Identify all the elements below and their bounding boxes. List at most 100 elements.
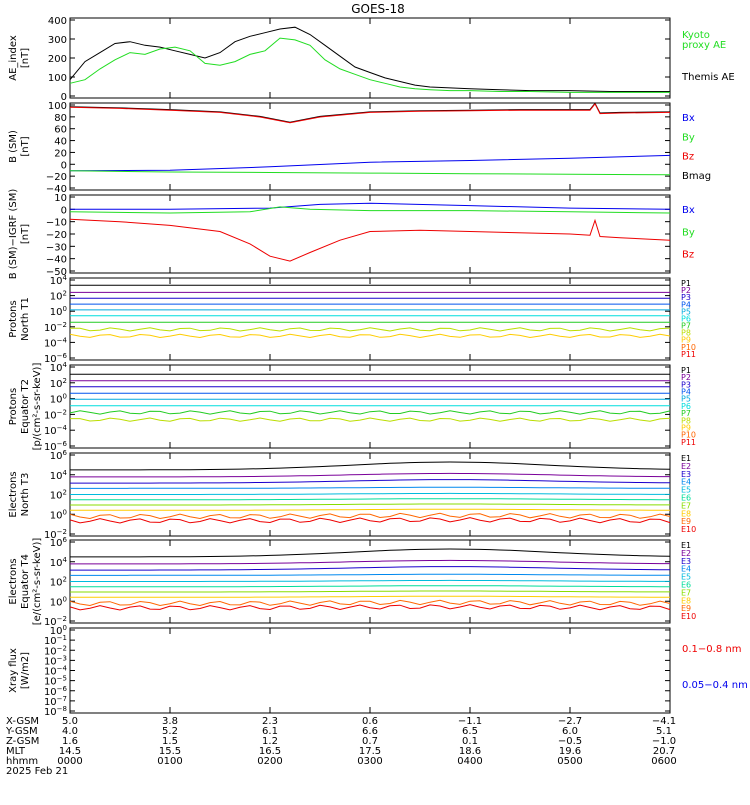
footer-value: 0600 bbox=[651, 756, 676, 767]
legend-item: P3 bbox=[681, 293, 691, 302]
series-line-level-8 bbox=[70, 327, 671, 332]
y-tick-label: 20 bbox=[54, 148, 67, 159]
panel-frame bbox=[69, 17, 671, 99]
y-tick-label: −20 bbox=[46, 230, 67, 241]
footer-value: 1.6 bbox=[62, 736, 78, 747]
legend-item: E6 bbox=[681, 494, 691, 503]
series-line-level-3 bbox=[70, 479, 671, 484]
y-tick-label: 102 bbox=[50, 489, 67, 502]
legend-item: P4 bbox=[681, 300, 691, 309]
y-tick-label: 400 bbox=[48, 16, 67, 27]
footer-value: −0.5 bbox=[558, 736, 582, 747]
footer-value: 16.5 bbox=[259, 746, 281, 757]
y-axis-label: North T1 bbox=[20, 297, 31, 341]
y-tick-label: 10−8 bbox=[44, 705, 67, 718]
y-tick-label: −10 bbox=[46, 218, 67, 229]
footer-value: 19.6 bbox=[559, 746, 581, 757]
footer-value: 4.0 bbox=[62, 726, 78, 737]
panel-frame bbox=[69, 277, 671, 361]
y-axis-label: [W/m2] bbox=[20, 652, 31, 689]
footer-value: 6.0 bbox=[562, 726, 578, 737]
footer-value: 2.3 bbox=[262, 716, 278, 727]
footer-value: 15.5 bbox=[159, 746, 181, 757]
y-tick-label: 0 bbox=[61, 160, 67, 171]
y-tick-label: 100 bbox=[50, 508, 67, 521]
series-line-themis-ae bbox=[69, 26, 670, 92]
y-axis-label: [p/(cm²-s-sr-keV)] bbox=[32, 363, 43, 451]
footer-value: 20.7 bbox=[653, 746, 675, 757]
footer-label: Z-GSM bbox=[6, 736, 39, 747]
series-line-level-1 bbox=[70, 548, 671, 558]
y-tick-label: 100 bbox=[50, 624, 67, 637]
series-line-level-6 bbox=[70, 498, 670, 501]
legend-item: P1 bbox=[681, 279, 691, 288]
footer-value: 5.0 bbox=[62, 716, 78, 727]
footer-value: 18.6 bbox=[459, 746, 481, 757]
footer-label: MLT bbox=[6, 746, 26, 757]
y-tick-label: −40 bbox=[46, 255, 67, 266]
footer-value: 0000 bbox=[57, 756, 82, 767]
y-tick-label: 300 bbox=[48, 35, 67, 46]
footer-value: 1.5 bbox=[162, 736, 178, 747]
legend-item: By bbox=[682, 132, 695, 143]
series-line-level-8 bbox=[70, 417, 671, 422]
y-tick-label: 10−1 bbox=[44, 634, 67, 647]
y-axis-label: [nT] bbox=[20, 48, 31, 68]
footer-value: 0500 bbox=[557, 756, 582, 767]
footer-label: X-GSM bbox=[6, 716, 39, 727]
y-tick-label: −30 bbox=[46, 242, 67, 253]
y-tick-label: −20 bbox=[46, 172, 67, 183]
series-line-level-7 bbox=[69, 410, 671, 415]
panel-frame bbox=[69, 627, 671, 714]
y-tick-label: −40 bbox=[46, 184, 67, 195]
y-tick-label: 10−6 bbox=[44, 440, 68, 453]
legend-item: E7 bbox=[681, 588, 691, 597]
panel-frame bbox=[69, 102, 671, 191]
y-axis-label: Electrons bbox=[8, 558, 19, 604]
legend-item: E8 bbox=[681, 509, 691, 518]
footer-value: 6.5 bbox=[462, 726, 478, 737]
legend-item: E2 bbox=[681, 549, 691, 558]
y-axis-label: Electrons bbox=[8, 471, 19, 517]
series-line-level-10 bbox=[69, 604, 671, 611]
series-line-by bbox=[69, 206, 671, 214]
legend-item: P6 bbox=[681, 402, 691, 411]
legend-item: P9 bbox=[681, 423, 691, 432]
series-line-level-8 bbox=[70, 508, 670, 511]
y-tick-label: 104 bbox=[50, 556, 68, 569]
footer-value: 14.5 bbox=[59, 746, 81, 757]
series-line-level-9 bbox=[69, 599, 671, 607]
y-tick-label: 10−6 bbox=[44, 352, 68, 365]
y-axis-label: B (SM)−IGRF (SM) bbox=[8, 189, 19, 280]
series-line-level-4 bbox=[70, 573, 671, 576]
y-tick-label: 10−4 bbox=[44, 336, 68, 349]
legend-item: P10 bbox=[681, 431, 696, 440]
legend: Bx By Bz Bmag bbox=[682, 113, 711, 182]
legend-item: E4 bbox=[681, 565, 691, 574]
y-tick-label: 102 bbox=[50, 290, 67, 303]
footer-value: 0400 bbox=[457, 756, 482, 767]
legend-item: E4 bbox=[681, 478, 691, 487]
series-line-bx bbox=[69, 154, 671, 172]
legend-item: P5 bbox=[681, 307, 691, 316]
legend-item: E3 bbox=[681, 557, 691, 566]
y-tick-label: 100 bbox=[50, 393, 67, 406]
footer-label: hhmm bbox=[6, 756, 38, 767]
y-tick-label: 200 bbox=[48, 54, 67, 65]
footer-value: −4.1 bbox=[652, 716, 676, 727]
y-tick-label: 102 bbox=[50, 377, 67, 390]
legend-item: E9 bbox=[681, 517, 691, 526]
y-tick-label: 10−2 bbox=[44, 528, 67, 541]
legend-item: P11 bbox=[681, 438, 696, 447]
legend-item: Bx bbox=[682, 113, 695, 124]
footer-value: −1.0 bbox=[652, 736, 676, 747]
panel-bigrf: 100 −10−20−30 −40−50 B (SM)−IGRF (SM) [nT] Bx… bbox=[8, 189, 695, 280]
footer-label: 2025 Feb 21 bbox=[6, 766, 68, 777]
y-tick-label: 10−4 bbox=[44, 665, 68, 678]
